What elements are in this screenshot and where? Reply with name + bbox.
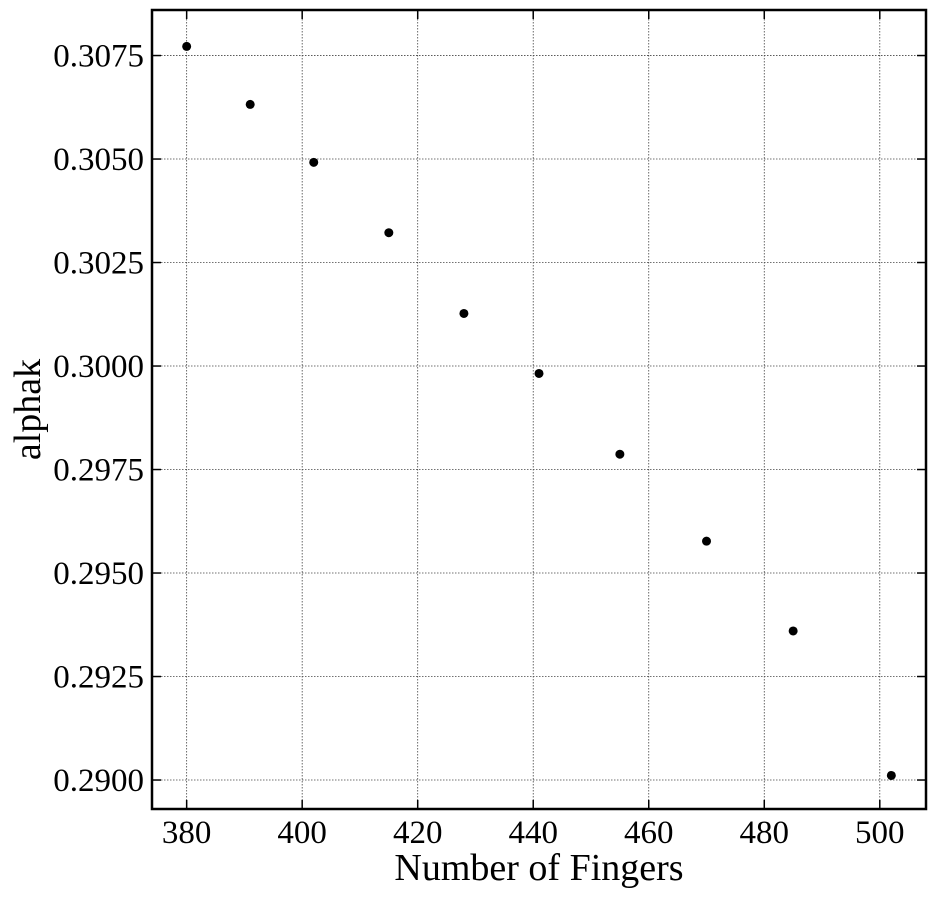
y-tick-label: 0.3050 [53, 142, 144, 178]
y-tick-label: 0.3075 [53, 39, 144, 75]
x-tick-label: 500 [855, 815, 905, 851]
tick-layer [152, 10, 926, 809]
data-point [309, 157, 319, 167]
x-tick-label: 380 [162, 815, 212, 851]
y-tick-label: 0.2950 [53, 556, 144, 592]
data-point [459, 308, 469, 318]
x-tick-label: 440 [508, 815, 558, 851]
data-point [384, 228, 394, 238]
data-point [534, 368, 544, 378]
y-tick-label: 0.3025 [53, 246, 144, 282]
data-point [886, 770, 896, 780]
data-point [245, 99, 255, 109]
plot-frame [150, 8, 928, 811]
y-tick-label: 0.2900 [53, 763, 144, 799]
y-tick-label: 0.2975 [53, 453, 144, 489]
x-tick-label: 420 [393, 815, 443, 851]
y-tick-label: 0.3000 [53, 349, 144, 385]
data-points [182, 41, 896, 780]
x-tick-label: 400 [277, 815, 327, 851]
x-axis-label: Number of Fingers [394, 847, 683, 889]
x-tick-label: 460 [624, 815, 674, 851]
data-point [615, 449, 625, 459]
data-point [788, 626, 798, 636]
data-point [702, 536, 712, 546]
grid-layer [152, 10, 926, 809]
y-tick-label: 0.2925 [53, 660, 144, 696]
data-point [182, 41, 192, 51]
y-axis-label: alphak [7, 359, 49, 460]
x-tick-label: 480 [740, 815, 790, 851]
tick-labels: 380 400 420 440 460 480 500 0.2900 0.2925 0.2950 0… [53, 39, 904, 851]
